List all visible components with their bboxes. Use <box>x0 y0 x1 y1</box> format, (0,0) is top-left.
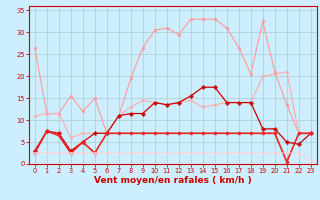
X-axis label: Vent moyen/en rafales ( km/h ): Vent moyen/en rafales ( km/h ) <box>94 176 252 185</box>
